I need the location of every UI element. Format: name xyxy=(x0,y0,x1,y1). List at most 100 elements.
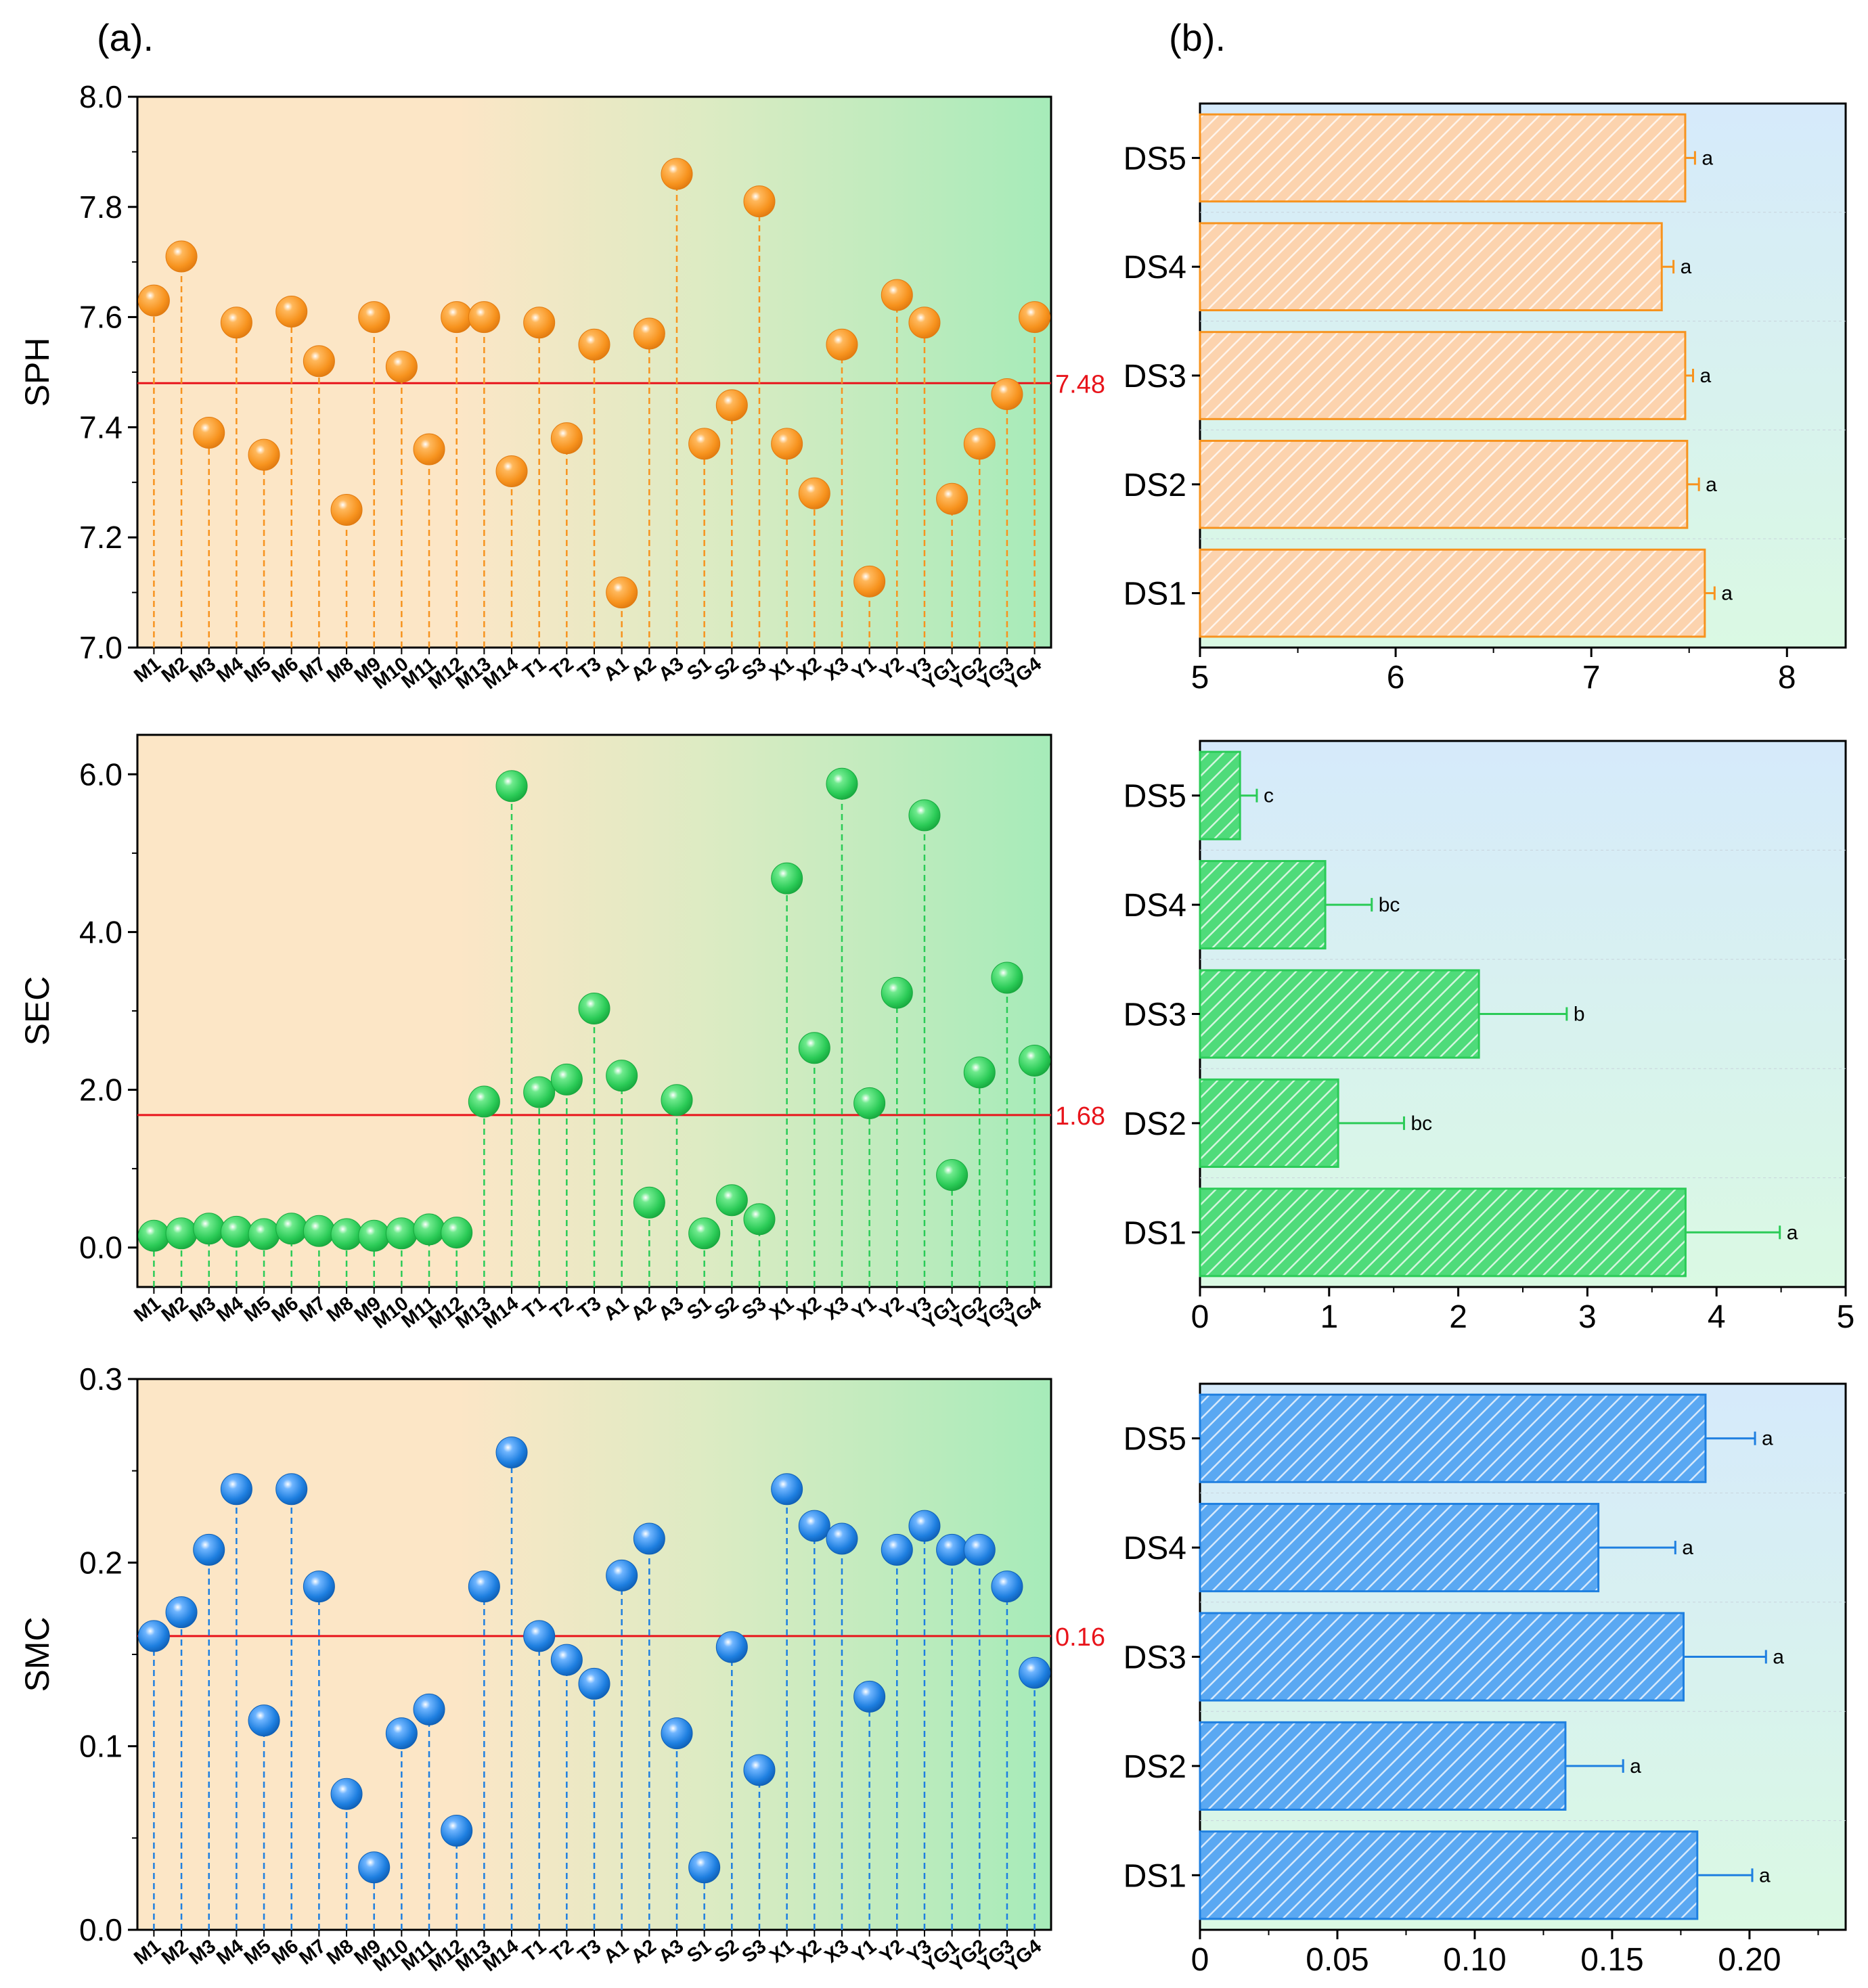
x-tick-label: S2 xyxy=(711,653,743,685)
bar-DS4 xyxy=(1199,1503,1600,1593)
x-tick-label: X2 xyxy=(793,653,826,685)
y-tick-label: 6.0 xyxy=(79,756,123,792)
bar-chart-b-sec: c DS5 bc DS4 b DS3 bc DS2 a DS1 0 1 2 3 4 5 xyxy=(1124,740,1855,1335)
x-tick-label: A3 xyxy=(654,1935,688,1968)
point-YG3 xyxy=(991,378,1023,411)
point-M12 xyxy=(441,1814,473,1847)
point-S1 xyxy=(688,1851,721,1884)
category-label-DS2: DS2 xyxy=(1124,1106,1186,1142)
point-Y1 xyxy=(853,565,886,597)
point-Y1 xyxy=(853,1680,886,1713)
point-M1 xyxy=(137,1620,170,1652)
point-M2 xyxy=(165,240,198,273)
point-T1 xyxy=(523,1076,556,1108)
point-A2 xyxy=(633,1186,665,1219)
category-label-DS3: DS3 xyxy=(1124,997,1186,1033)
x-tick-label: S3 xyxy=(738,653,771,685)
point-M8 xyxy=(330,1778,363,1810)
x-tick-label: 0.05 xyxy=(1306,1942,1369,1978)
x-tick-label: 6 xyxy=(1387,660,1405,696)
point-YG3 xyxy=(991,1571,1023,1603)
x-tick-label: T2 xyxy=(546,653,577,684)
x-tick-label: T1 xyxy=(519,1935,550,1966)
point-M5 xyxy=(248,1704,280,1737)
y-tick-label: 4.0 xyxy=(79,914,123,949)
bar-DS5 xyxy=(1199,750,1241,840)
bar-DS1 xyxy=(1199,548,1706,638)
point-Y2 xyxy=(881,1533,913,1566)
x-tick-label: Y2 xyxy=(876,1935,908,1967)
bar-DS3 xyxy=(1199,331,1687,420)
bar-DS4 xyxy=(1199,222,1663,312)
y-axis-label: SMC xyxy=(18,1617,56,1692)
point-A2 xyxy=(633,1522,665,1555)
x-tick-label: Y2 xyxy=(876,653,908,685)
significance-letter-DS3: a xyxy=(1773,1646,1784,1669)
bar-DS5 xyxy=(1199,1393,1707,1483)
bar-DS5 xyxy=(1199,113,1687,203)
bar-DS2 xyxy=(1199,1078,1339,1168)
x-tick-label: S2 xyxy=(711,1935,743,1967)
point-M1 xyxy=(137,1219,170,1252)
point-X3 xyxy=(826,1522,858,1555)
point-T1 xyxy=(523,1620,556,1652)
point-M11 xyxy=(413,1213,445,1246)
point-M7 xyxy=(303,1571,335,1603)
bar-DS2 xyxy=(1199,439,1689,529)
point-M2 xyxy=(165,1217,198,1250)
point-M6 xyxy=(275,295,308,327)
point-X2 xyxy=(798,1032,830,1064)
point-YG4 xyxy=(1019,1656,1051,1689)
x-tick-label: T1 xyxy=(519,653,550,684)
category-label-DS1: DS1 xyxy=(1124,577,1186,612)
point-M13 xyxy=(468,1085,500,1118)
point-M9 xyxy=(358,301,391,334)
point-M1 xyxy=(137,284,170,317)
x-tick-label: Y1 xyxy=(848,1292,881,1324)
point-M14 xyxy=(495,1437,528,1469)
point-A3 xyxy=(661,1717,693,1750)
x-tick-label: 3 xyxy=(1578,1299,1597,1335)
point-M3 xyxy=(193,1213,225,1245)
point-X3 xyxy=(826,767,858,800)
x-tick-label: 1 xyxy=(1320,1299,1338,1335)
y-axis-label: SPH xyxy=(18,338,56,407)
x-tick-label: Y1 xyxy=(848,653,881,685)
point-T1 xyxy=(523,307,556,339)
significance-letter-DS4: bc xyxy=(1379,894,1400,916)
point-Y3 xyxy=(908,1510,941,1542)
point-S3 xyxy=(743,185,776,218)
reference-value-label: 1.68 xyxy=(1055,1102,1105,1131)
point-T2 xyxy=(550,1644,583,1676)
point-M3 xyxy=(193,1533,225,1566)
point-X2 xyxy=(798,1510,830,1542)
point-M4 xyxy=(220,1473,252,1506)
point-T2 xyxy=(550,1063,583,1095)
reference-value-label: 7.48 xyxy=(1055,370,1105,399)
significance-letter-DS4: a xyxy=(1681,256,1692,278)
category-label-DS4: DS4 xyxy=(1124,1531,1186,1566)
point-M6 xyxy=(275,1213,308,1245)
point-Y2 xyxy=(881,279,913,311)
reference-value-label: 0.16 xyxy=(1055,1623,1105,1652)
x-tick-label: T2 xyxy=(546,1935,577,1966)
point-Y1 xyxy=(853,1087,886,1119)
point-YG4 xyxy=(1019,301,1051,334)
point-M11 xyxy=(413,433,445,466)
point-Y3 xyxy=(908,307,941,339)
point-T3 xyxy=(578,993,610,1025)
x-tick-label: X1 xyxy=(765,1292,798,1324)
point-T3 xyxy=(578,328,610,361)
point-YG3 xyxy=(991,962,1023,994)
lollipop-chart-sec: 0.02.04.06.0SEC1.68M1M2M3M4M5M6M7M8M9M10… xyxy=(18,733,1105,1334)
bar-DS1 xyxy=(1199,1188,1687,1278)
point-M4 xyxy=(220,1215,252,1248)
x-tick-label: X3 xyxy=(821,1935,853,1967)
x-tick-label: S2 xyxy=(711,1292,743,1324)
x-tick-label: 5 xyxy=(1837,1299,1855,1335)
point-M3 xyxy=(193,417,225,449)
point-S2 xyxy=(715,389,748,422)
